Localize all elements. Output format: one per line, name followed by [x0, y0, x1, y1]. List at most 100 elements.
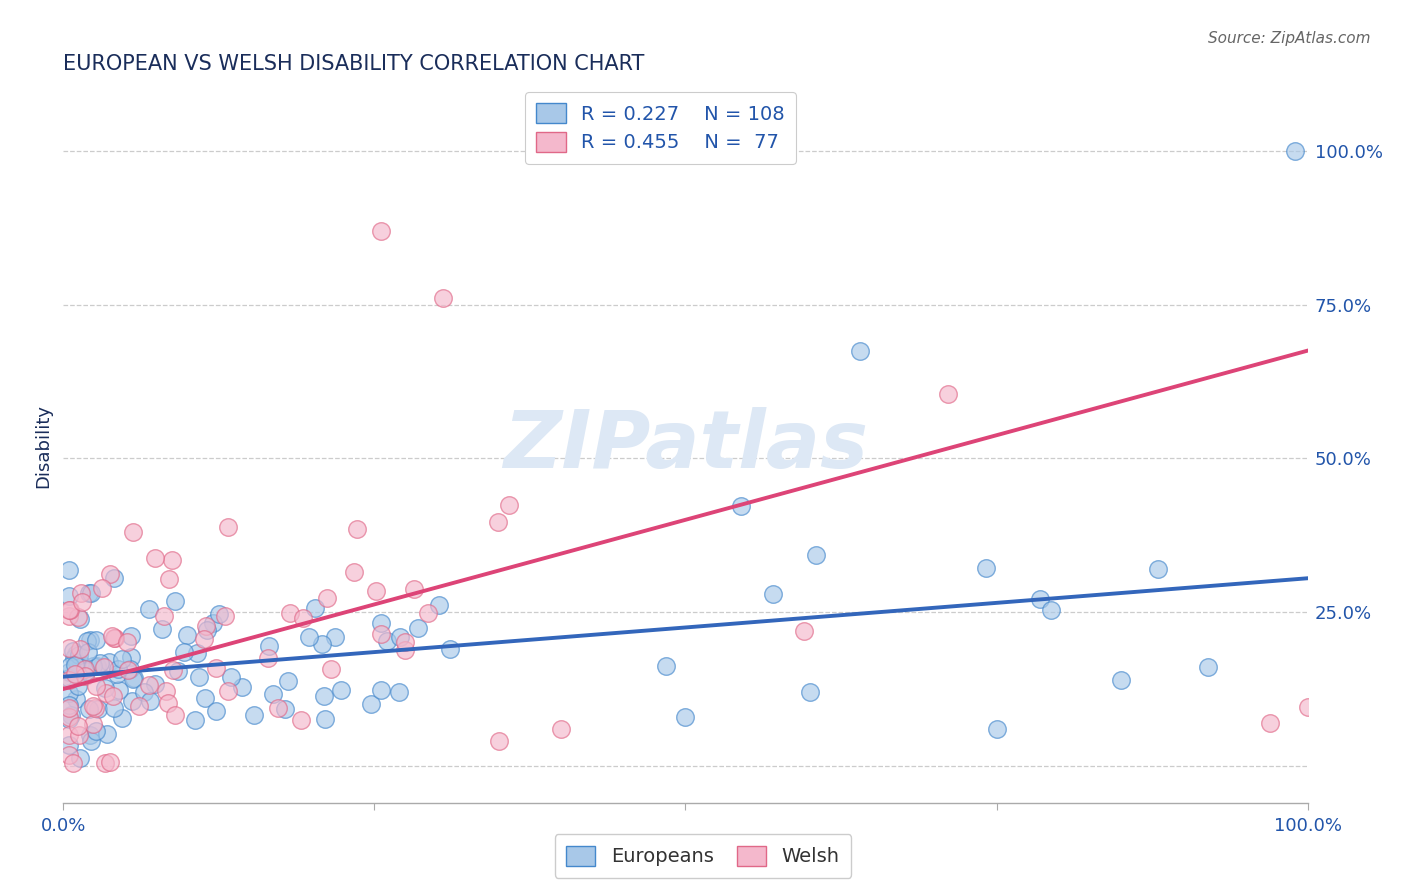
Point	[111, 652, 134, 666]
Point	[675, 709, 697, 723]
Point	[67, 728, 90, 742]
Point	[94, 686, 117, 700]
Point	[402, 582, 425, 596]
Point	[58, 589, 80, 603]
Point	[205, 661, 228, 675]
Point	[388, 685, 411, 699]
Point	[69, 642, 91, 657]
Point	[655, 659, 678, 673]
Point	[59, 708, 82, 723]
Point	[1028, 591, 1050, 606]
Point	[274, 702, 297, 716]
Point	[83, 701, 105, 715]
Point	[94, 681, 117, 695]
Point	[121, 525, 143, 540]
Point	[157, 573, 180, 587]
Point	[91, 582, 114, 596]
Point	[65, 647, 87, 661]
Point	[75, 664, 97, 678]
Point	[58, 673, 80, 687]
Point	[162, 663, 184, 677]
Point	[848, 343, 870, 358]
Legend: R = 0.227    N = 108, R = 0.455    N =  77: R = 0.227 N = 108, R = 0.455 N = 77	[524, 92, 796, 164]
Point	[312, 689, 335, 703]
Point	[139, 693, 162, 707]
Point	[63, 667, 86, 681]
Point	[101, 629, 124, 643]
Point	[370, 627, 392, 641]
Point	[58, 747, 80, 762]
Point	[59, 603, 82, 617]
Point	[193, 632, 215, 646]
Point	[67, 719, 90, 733]
Text: EUROPEAN VS WELSH DISABILITY CORRELATION CHART: EUROPEAN VS WELSH DISABILITY CORRELATION…	[63, 54, 644, 74]
Point	[165, 708, 187, 723]
Point	[730, 499, 752, 513]
Point	[184, 713, 207, 727]
Point	[176, 627, 198, 641]
Point	[315, 591, 337, 605]
Point	[150, 623, 173, 637]
Point	[187, 669, 209, 683]
Point	[550, 722, 572, 736]
Point	[314, 712, 336, 726]
Point	[793, 624, 815, 638]
Point	[323, 631, 346, 645]
Point	[343, 566, 366, 580]
Point	[155, 684, 177, 698]
Point	[98, 755, 121, 769]
Point	[163, 594, 186, 608]
Point	[84, 679, 107, 693]
Point	[208, 607, 231, 622]
Point	[290, 713, 312, 727]
Point	[152, 608, 174, 623]
Point	[87, 702, 110, 716]
Point	[122, 671, 145, 685]
Point	[231, 680, 253, 694]
Point	[205, 704, 228, 718]
Point	[103, 690, 125, 704]
Point	[486, 515, 509, 529]
Point	[69, 751, 91, 765]
Point	[58, 603, 80, 617]
Point	[58, 641, 80, 656]
Y-axis label: Disability: Disability	[34, 404, 52, 488]
Point	[80, 734, 103, 748]
Point	[108, 683, 131, 698]
Point	[346, 522, 368, 536]
Point	[86, 659, 108, 673]
Point	[370, 682, 392, 697]
Point	[799, 685, 821, 699]
Point	[488, 734, 510, 748]
Point	[77, 586, 100, 600]
Point	[156, 696, 179, 710]
Point	[58, 686, 80, 700]
Point	[69, 612, 91, 626]
Point	[59, 659, 82, 673]
Point	[277, 673, 299, 688]
Point	[77, 645, 100, 659]
Point	[138, 678, 160, 692]
Point	[167, 664, 190, 678]
Point	[1296, 700, 1319, 714]
Point	[408, 621, 430, 635]
Point	[194, 619, 217, 633]
Point	[70, 586, 93, 600]
Point	[67, 679, 90, 693]
Point	[257, 651, 280, 665]
Point	[58, 712, 80, 726]
Point	[936, 386, 959, 401]
Point	[62, 643, 84, 657]
Point	[186, 646, 208, 660]
Point	[105, 666, 128, 681]
Point	[93, 660, 115, 674]
Point	[427, 599, 450, 613]
Point	[58, 709, 80, 723]
Point	[67, 648, 90, 662]
Point	[77, 702, 100, 716]
Point	[329, 682, 352, 697]
Point	[79, 633, 101, 648]
Point	[76, 634, 98, 648]
Point	[217, 520, 239, 534]
Point	[291, 611, 314, 625]
